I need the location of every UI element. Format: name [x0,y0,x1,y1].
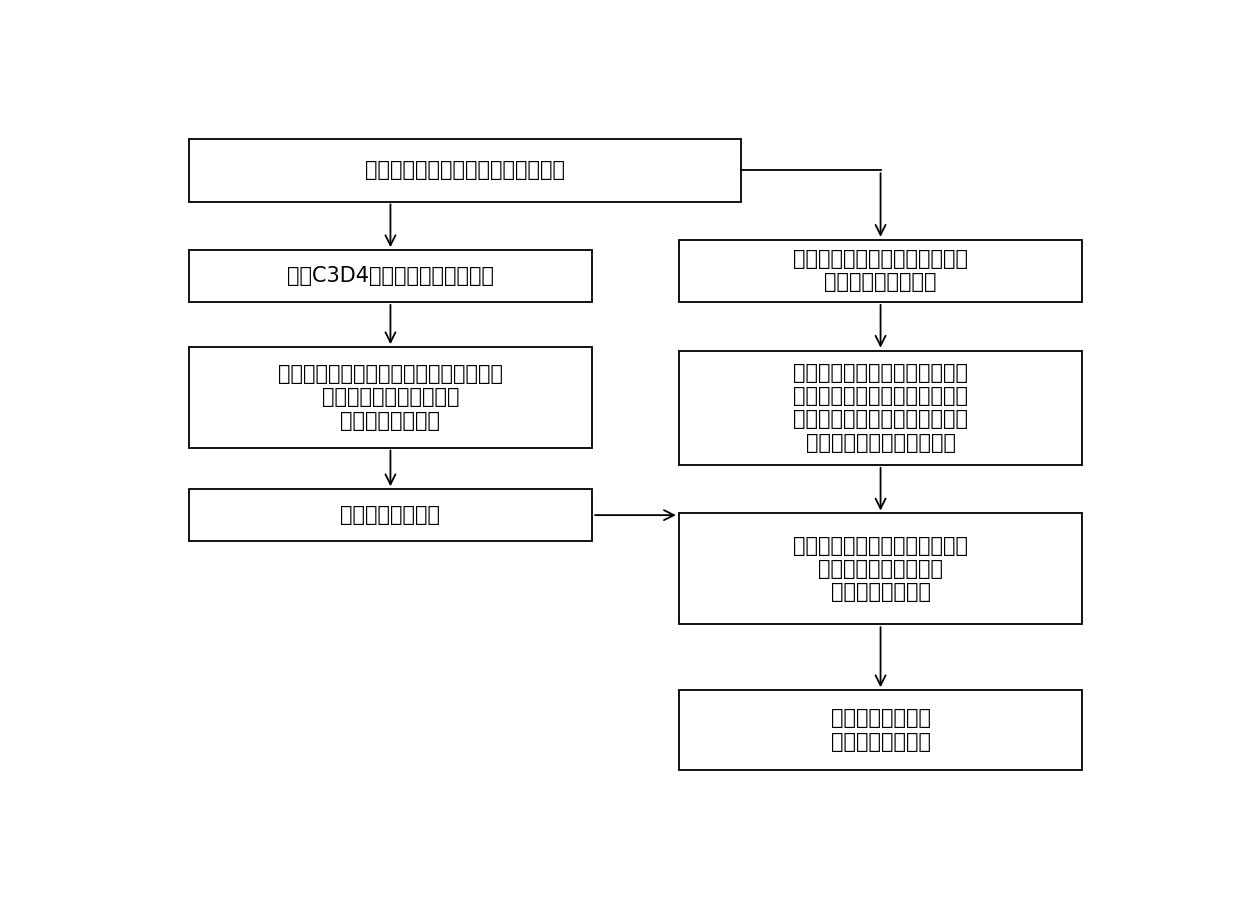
Bar [188,140,742,202]
Text: 在子模型的切割面上施加面力进
行驱动并提交分析计算
得到最终计算结果: 在子模型的切割面上施加面力进 行驱动并提交分析计算 得到最终计算结果 [794,536,968,602]
Text: 采用C3D4网格单元进行网格划分: 采用C3D4网格单元进行网格划分 [286,266,494,286]
Text: 切割得到保留有花键齿对和退刀
槽结构特征的子模型: 切割得到保留有花键齿对和退刀 槽结构特征的子模型 [794,249,968,292]
Bar [188,250,593,302]
Bar [678,350,1083,465]
Bar [678,239,1083,302]
Text: 进行网格划分，对进行网格划分
后的子模型在有限元分析软件中
将花键齿对间网格实现共节点，
将花键齿对间设置过盈接触: 进行网格划分，对进行网格划分 后的子模型在有限元分析软件中 将花键齿对间网格实现… [794,363,968,453]
Bar [188,347,593,447]
Bar [678,690,1083,770]
Bar [678,513,1083,625]
Text: 导入初步计算结果: 导入初步计算结果 [341,505,440,525]
Text: 建立花键联接抗侧滚扭杆的几何模型: 建立花键联接抗侧滚扭杆的几何模型 [365,160,565,180]
Bar [188,490,593,541]
Text: 在有限元分析软件中将花键齿对之间设置
绑定约束并提交分析计算
得到初步计算结果: 在有限元分析软件中将花键齿对之间设置 绑定约束并提交分析计算 得到初步计算结果 [278,364,503,430]
Text: 针对最终计算结果
进行疲劳寿命校核: 针对最终计算结果 进行疲劳寿命校核 [831,708,930,752]
